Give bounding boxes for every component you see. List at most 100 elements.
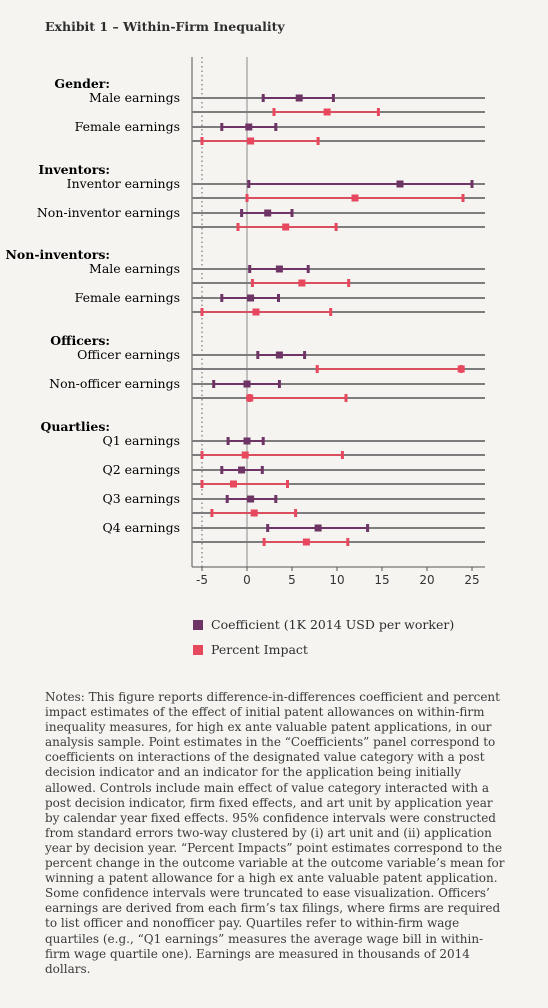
row-2-1-coef-lower-cap	[220, 294, 224, 302]
row-3-1-coef-point	[243, 380, 251, 388]
notes-paragraph: Notes: This figure reports difference-in…	[45, 690, 505, 976]
legend-swatch-percent	[193, 644, 203, 655]
legend-label-coefficient: Coefficient (1K 2014 USD per worker)	[211, 617, 455, 632]
row-4-3-coef-lower-cap	[266, 524, 270, 532]
row-2-0-pct-upper-cap	[347, 279, 351, 287]
x-tick-label: 5	[288, 573, 296, 587]
row-3-0-pct-lower-cap	[315, 365, 319, 373]
row-4-2-pct-point	[250, 509, 258, 517]
row-1-0-pct-point	[351, 194, 359, 202]
row-4-2-pct-lower-cap	[210, 509, 214, 517]
row-label: Female earnings	[75, 119, 180, 134]
row-4-0-coef-upper-cap	[261, 437, 265, 445]
row-4-2-pct-upper-cap	[294, 509, 298, 517]
group-label: Gender:	[54, 76, 110, 91]
row-4-0-coef-point	[243, 437, 251, 445]
row-label: Male earnings	[89, 90, 180, 105]
row-1-0-coef-point	[396, 180, 404, 188]
x-tick-label: 10	[329, 573, 344, 587]
legend-label-percent: Percent Impact	[211, 642, 308, 657]
row-3-0-coef-upper-cap	[303, 351, 307, 359]
x-tick-label: 15	[374, 573, 389, 587]
row-1-0-pct-lower-cap	[245, 194, 249, 202]
row-label: Q1 earnings	[102, 433, 180, 448]
row-0-1-coef-upper-cap	[274, 123, 278, 131]
row-3-0-pct-point	[457, 365, 465, 373]
x-tick-label: 25	[464, 573, 479, 587]
row-0-1-pct-upper-cap	[316, 137, 320, 145]
row-2-0-pct-lower-cap	[250, 279, 254, 287]
row-0-0-coef-upper-cap	[331, 94, 335, 102]
row-label: Male earnings	[89, 261, 180, 276]
row-4-0-pct-point	[241, 451, 249, 459]
row-2-1-pct-point	[252, 308, 260, 316]
group-label: Officers:	[50, 333, 110, 348]
row-4-3-coef-upper-cap	[366, 524, 370, 532]
row-1-1-pct-point	[282, 223, 290, 231]
row-2-1-coef-upper-cap	[277, 294, 280, 302]
chart-marks	[200, 94, 474, 546]
x-tick-label: 0	[243, 573, 251, 587]
row-3-0-coef-lower-cap	[256, 351, 260, 359]
row-0-0-pct-upper-cap	[376, 108, 380, 116]
row-1-1-pct-lower-cap	[236, 223, 240, 231]
row-4-3-coef-point	[314, 524, 322, 532]
row-4-1-coef-point	[238, 466, 246, 474]
row-0-0-pct-lower-cap	[272, 108, 276, 116]
row-0-1-coef-lower-cap	[220, 123, 224, 131]
row-1-0-coef-upper-cap	[470, 180, 474, 188]
row-label: Q2 earnings	[102, 462, 180, 477]
row-4-1-coef-upper-cap	[260, 466, 264, 474]
row-4-3-pct-lower-cap	[262, 538, 266, 546]
x-tick-label: 20	[419, 573, 434, 587]
row-2-0-coef-lower-cap	[248, 265, 252, 273]
x-axis-ticks: -5 0 5 10 15 20 25	[196, 567, 480, 587]
row-3-0-coef-point	[275, 351, 283, 359]
row-1-0-coef-lower-cap	[247, 180, 251, 188]
row-4-2-coef-lower-cap	[225, 495, 229, 503]
row-label: Non-inventor earnings	[37, 205, 180, 220]
row-3-1-coef-lower-cap	[212, 380, 216, 388]
row-3-1-pct-upper-cap	[344, 394, 348, 402]
row-0-1-pct-point	[247, 137, 255, 145]
row-0-0-coef-point	[295, 94, 303, 102]
row-label: Non-officer earnings	[49, 376, 180, 391]
row-4-1-pct-upper-cap	[286, 480, 289, 488]
row-2-0-pct-point	[298, 279, 306, 287]
row-3-1-pct-point	[246, 394, 254, 402]
row-4-0-coef-lower-cap	[226, 437, 230, 445]
row-4-1-coef-lower-cap	[220, 466, 224, 474]
row-0-1-pct-lower-cap	[200, 137, 204, 145]
row-4-1-pct-lower-cap	[200, 480, 204, 488]
row-1-0-pct-upper-cap	[461, 194, 465, 202]
row-2-0-coef-upper-cap	[306, 265, 310, 273]
row-1-1-coef-upper-cap	[290, 209, 294, 217]
row-4-1-pct-point	[230, 480, 237, 488]
row-2-1-pct-lower-cap	[200, 308, 204, 316]
row-0-0-coef-lower-cap	[261, 94, 265, 102]
row-2-0-coef-point	[275, 265, 283, 273]
row-4-0-pct-lower-cap	[200, 451, 204, 459]
row-label: Q4 earnings	[102, 520, 180, 535]
row-1-1-pct-upper-cap	[334, 223, 338, 231]
row-1-1-coef-point	[264, 209, 272, 217]
row-1-1-coef-lower-cap	[240, 209, 244, 217]
group-label: Non-inventors:	[5, 247, 110, 262]
row-2-1-pct-upper-cap	[329, 308, 333, 316]
row-4-0-pct-upper-cap	[340, 451, 344, 459]
legend-swatch-coefficient	[193, 619, 203, 630]
row-4-2-coef-upper-cap	[274, 495, 278, 503]
group-label: Inventors:	[38, 162, 110, 177]
row-4-2-coef-point	[247, 495, 255, 503]
row-label: Female earnings	[75, 290, 180, 305]
row-3-1-coef-upper-cap	[277, 380, 281, 388]
row-4-3-pct-point	[302, 538, 310, 546]
row-4-3-pct-upper-cap	[346, 538, 350, 546]
row-2-1-coef-point	[247, 294, 255, 302]
row-0-1-coef-point	[245, 123, 253, 131]
group-label: Quartlies:	[40, 419, 110, 434]
legend: Coefficient (1K 2014 USD per worker) Per…	[193, 612, 454, 662]
x-tick-label: -5	[196, 573, 208, 587]
